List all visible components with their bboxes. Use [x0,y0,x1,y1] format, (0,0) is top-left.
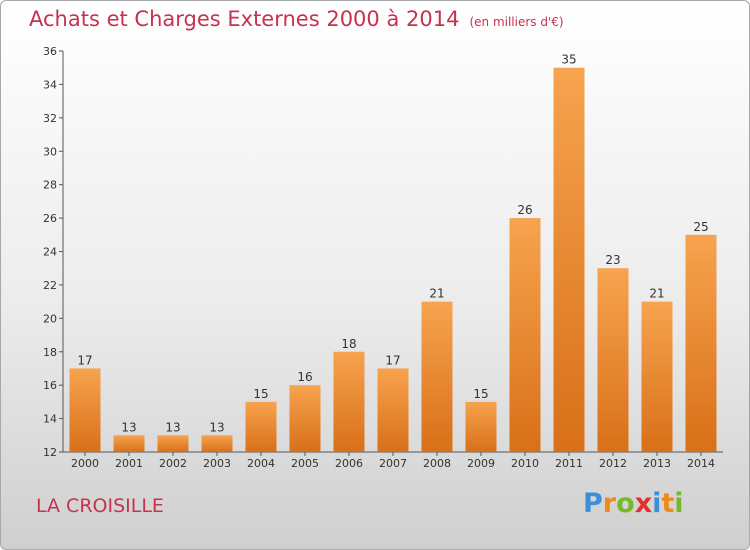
x-tick-label: 2014 [687,457,715,470]
x-tick-label: 2007 [379,457,407,470]
place-name: LA CROISILLE [36,495,164,517]
data-label: 13 [121,420,136,434]
x-tick-label: 2005 [291,457,319,470]
data-label: 15 [253,387,268,401]
chart-title: Achats et Charges Externes 2000 à 2014 [29,7,460,31]
chart-title-block: Achats et Charges Externes 2000 à 2014 (e… [29,7,564,31]
logo-letter: P [583,488,603,519]
bar [157,435,189,452]
data-label: 21 [649,287,664,301]
data-label: 15 [473,387,488,401]
logo-letter: o [616,488,635,519]
data-label: 17 [385,353,400,367]
x-tick-label: 2006 [335,457,363,470]
bar [245,401,277,452]
y-tick-label: 34 [43,78,57,91]
bar [289,385,321,452]
y-tick-label: 26 [43,212,57,225]
data-label: 23 [605,253,620,267]
y-tick-label: 14 [43,413,57,426]
y-tick-label: 12 [43,446,57,459]
bar [421,301,453,452]
y-tick-label: 24 [43,246,57,259]
bar [509,218,541,452]
x-tick-label: 2001 [115,457,143,470]
x-tick-label: 2011 [555,457,583,470]
bar [69,368,101,452]
y-tick-label: 30 [43,145,57,158]
x-tick-label: 2004 [247,457,275,470]
x-tick-label: 2003 [203,457,231,470]
x-tick-label: 2002 [159,457,187,470]
data-label: 35 [561,53,576,67]
x-tick-label: 2009 [467,457,495,470]
bar [201,435,233,452]
bar [377,368,409,452]
logo-letter: i [652,488,662,519]
bar [113,435,145,452]
bar [685,234,717,452]
data-label: 13 [165,420,180,434]
bar [465,401,497,452]
x-tick-label: 2008 [423,457,451,470]
bar [597,268,629,452]
chart-unit: (en milliers d'€) [469,15,564,29]
data-label: 21 [429,287,444,301]
data-label: 16 [297,370,312,384]
y-tick-label: 28 [43,179,57,192]
bar [641,301,673,452]
y-tick-label: 36 [43,45,57,58]
y-tick-label: 32 [43,112,57,125]
x-tick-label: 2013 [643,457,671,470]
y-tick-label: 22 [43,279,57,292]
data-label: 25 [693,220,708,234]
logo-letter: t [661,488,675,519]
bar [333,351,365,452]
proxiti-logo: Proxiti [583,488,684,519]
bar [553,67,585,452]
y-tick-label: 16 [43,379,57,392]
x-tick-label: 2010 [511,457,539,470]
logo-letter: r [602,488,617,519]
x-tick-label: 2000 [71,457,99,470]
logo-letter: x [634,488,653,519]
data-label: 18 [341,337,356,351]
x-tick-label: 2012 [599,457,627,470]
data-label: 17 [77,353,92,367]
data-label: 26 [517,203,532,217]
logo-letter: i [674,488,684,519]
y-tick-label: 18 [43,346,57,359]
y-tick-label: 20 [43,312,57,325]
data-label: 13 [209,420,224,434]
